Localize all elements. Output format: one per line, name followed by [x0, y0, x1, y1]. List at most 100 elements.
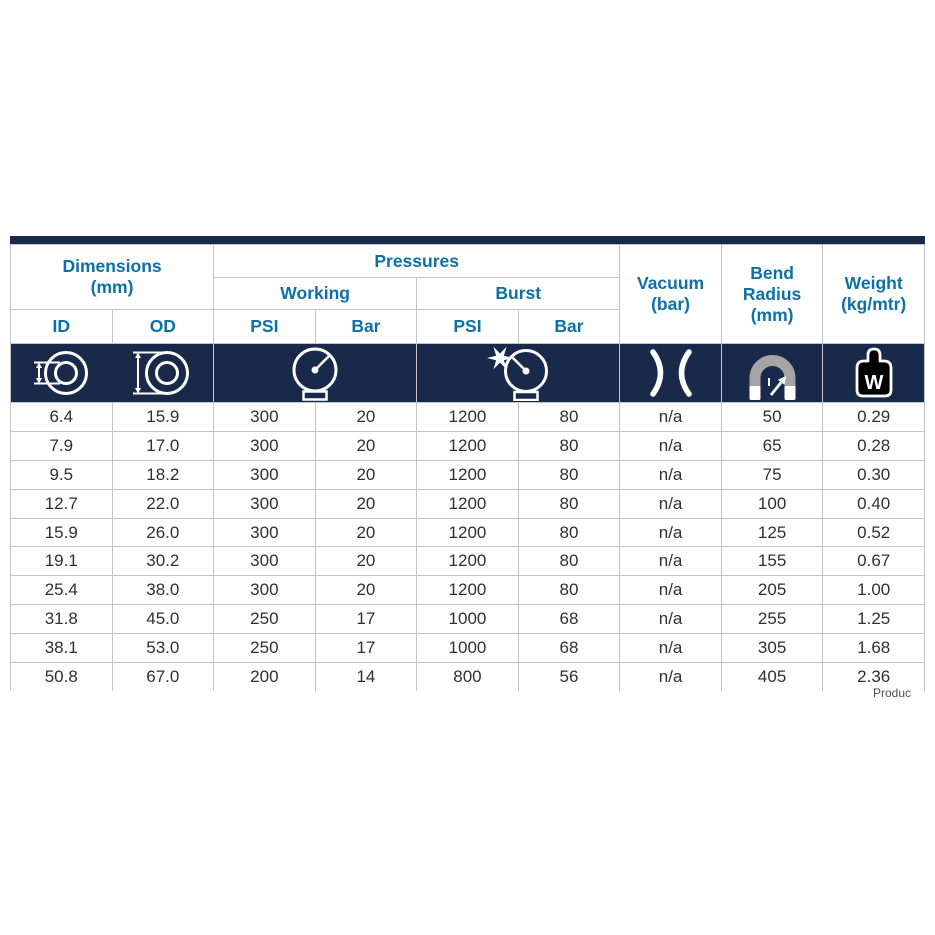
- table-cell: 19.1: [10, 546, 113, 577]
- table-cell: n/a: [619, 604, 722, 635]
- table-cell: 300: [213, 488, 316, 519]
- icon-cell-burst-pressure: [416, 343, 621, 403]
- header-bend-radius: Bend Radius (mm): [720, 244, 824, 344]
- table-cell: 1200: [416, 546, 519, 577]
- burst-pressure-gauge-icon: [487, 346, 549, 401]
- vacuum-icon: [649, 349, 692, 397]
- table-cell: 250: [213, 633, 316, 664]
- table-cell: 205: [720, 575, 824, 606]
- subheader-id: ID: [10, 309, 113, 344]
- table-row: 50.8 67.0 200 14 800 56 n/a 405 2.36: [10, 662, 925, 691]
- table-cell: 1200: [416, 430, 519, 461]
- table-cell: 80: [517, 402, 621, 432]
- table-cell: 1.25: [822, 604, 925, 635]
- table-cell: 15.9: [111, 402, 215, 432]
- icon-cell-bend-radius: [720, 343, 824, 403]
- clipped-footer-text: Produc: [873, 686, 912, 700]
- bend-radius-icon: [749, 355, 796, 400]
- table-cell: 305: [720, 633, 824, 664]
- icon-cell-working-pressure: [213, 343, 418, 403]
- weight-glyph: W: [864, 372, 883, 394]
- table-cell: 20: [314, 402, 418, 432]
- table-cell: 155: [720, 546, 824, 577]
- table-cell: 22.0: [111, 488, 215, 519]
- table-cell: 250: [213, 604, 316, 635]
- table-cell: 18.2: [111, 459, 215, 490]
- table-cell: n/a: [619, 633, 722, 664]
- table-cell: n/a: [619, 488, 722, 519]
- table-cell: 1000: [416, 633, 519, 664]
- table-cell: 20: [314, 488, 418, 519]
- table-row: 19.1 30.2 300 20 1200 80 n/a 155 0.67: [10, 546, 925, 577]
- table-cell: 1000: [416, 604, 519, 635]
- table-cell: 1200: [416, 517, 519, 548]
- table-row: 7.9 17.0 300 20 1200 80 n/a 65 0.28: [10, 430, 925, 461]
- table-cell: 65: [720, 430, 824, 461]
- table-cell: 0.40: [822, 488, 925, 519]
- hose-spec-table-section: Dimensions (mm) Pressures Vacuum (bar) B…: [9, 236, 925, 691]
- table-cell: 1200: [416, 402, 519, 432]
- subheader-burst-psi: PSI: [416, 309, 519, 344]
- hose-outer-diameter-icon: [132, 351, 189, 395]
- weight-icon: W: [855, 347, 893, 398]
- header-weight: Weight (kg/mtr): [822, 244, 925, 344]
- table-cell: 68: [517, 604, 621, 635]
- table-cell: 300: [213, 546, 316, 577]
- table-cell: 45.0: [111, 604, 215, 635]
- table-cell: 50: [720, 402, 824, 432]
- table-cell: 80: [517, 488, 621, 519]
- table-cell: 0.30: [822, 459, 925, 490]
- table-row: 31.8 45.0 250 17 1000 68 n/a 255 1.25: [10, 604, 925, 635]
- table-cell: 300: [213, 517, 316, 548]
- pressure-gauge-icon: [292, 347, 338, 401]
- table-cell: 80: [517, 575, 621, 606]
- table-row: 15.9 26.0 300 20 1200 80 n/a 125 0.52: [10, 517, 925, 548]
- table-cell: 38.0: [111, 575, 215, 606]
- header-burst: Burst: [416, 277, 621, 310]
- table-cell: 75: [720, 459, 824, 490]
- table-cell: 17: [314, 604, 418, 635]
- subheader-working-bar: Bar: [314, 309, 418, 344]
- subheader-working-psi: PSI: [213, 309, 316, 344]
- table-cell: 9.5: [10, 459, 113, 490]
- table-top-accent-bar: [10, 236, 925, 244]
- table-cell: 15.9: [10, 517, 113, 548]
- table-cell: 100: [720, 488, 824, 519]
- table-header: Dimensions (mm) Pressures Vacuum (bar) B…: [9, 244, 925, 403]
- table-cell: 25.4: [10, 575, 113, 606]
- table-cell: 1200: [416, 459, 519, 490]
- table-cell: 80: [517, 517, 621, 548]
- table-cell: 1.68: [822, 633, 925, 664]
- table-cell: 200: [213, 662, 316, 691]
- table-cell: n/a: [619, 575, 722, 606]
- table-cell: 17: [314, 633, 418, 664]
- subheader-burst-bar: Bar: [517, 309, 621, 344]
- table-cell: 6.4: [10, 402, 113, 432]
- table-cell: 0.29: [822, 402, 925, 432]
- table-cell: 12.7: [10, 488, 113, 519]
- table-cell: 80: [517, 459, 621, 490]
- table-cell: n/a: [619, 402, 722, 432]
- table-cell: 80: [517, 546, 621, 577]
- table-cell: 20: [314, 546, 418, 577]
- icon-cell-vacuum: [619, 343, 722, 403]
- table-cell: 255: [720, 604, 824, 635]
- header-working: Working: [213, 277, 418, 310]
- table-cell: 125: [720, 517, 824, 548]
- table-cell: 1.00: [822, 575, 925, 606]
- table-cell: 67.0: [111, 662, 215, 691]
- icon-cell-weight: W: [822, 343, 925, 403]
- table-row: 25.4 38.0 300 20 1200 80 n/a 205 1.00: [10, 575, 925, 606]
- table-cell: 30.2: [111, 546, 215, 577]
- table-row: 38.1 53.0 250 17 1000 68 n/a 305 1.68: [10, 633, 925, 664]
- table-cell: n/a: [619, 546, 722, 577]
- table-cell: n/a: [619, 517, 722, 548]
- table-cell: 56: [517, 662, 621, 691]
- header-dimensions: Dimensions (mm): [9, 244, 215, 310]
- table-cell: n/a: [619, 459, 722, 490]
- table-cell: 20: [314, 459, 418, 490]
- table-cell: 31.8: [10, 604, 113, 635]
- table-cell: 68: [517, 633, 621, 664]
- subheader-od: OD: [111, 309, 215, 344]
- table-cell: 1200: [416, 575, 519, 606]
